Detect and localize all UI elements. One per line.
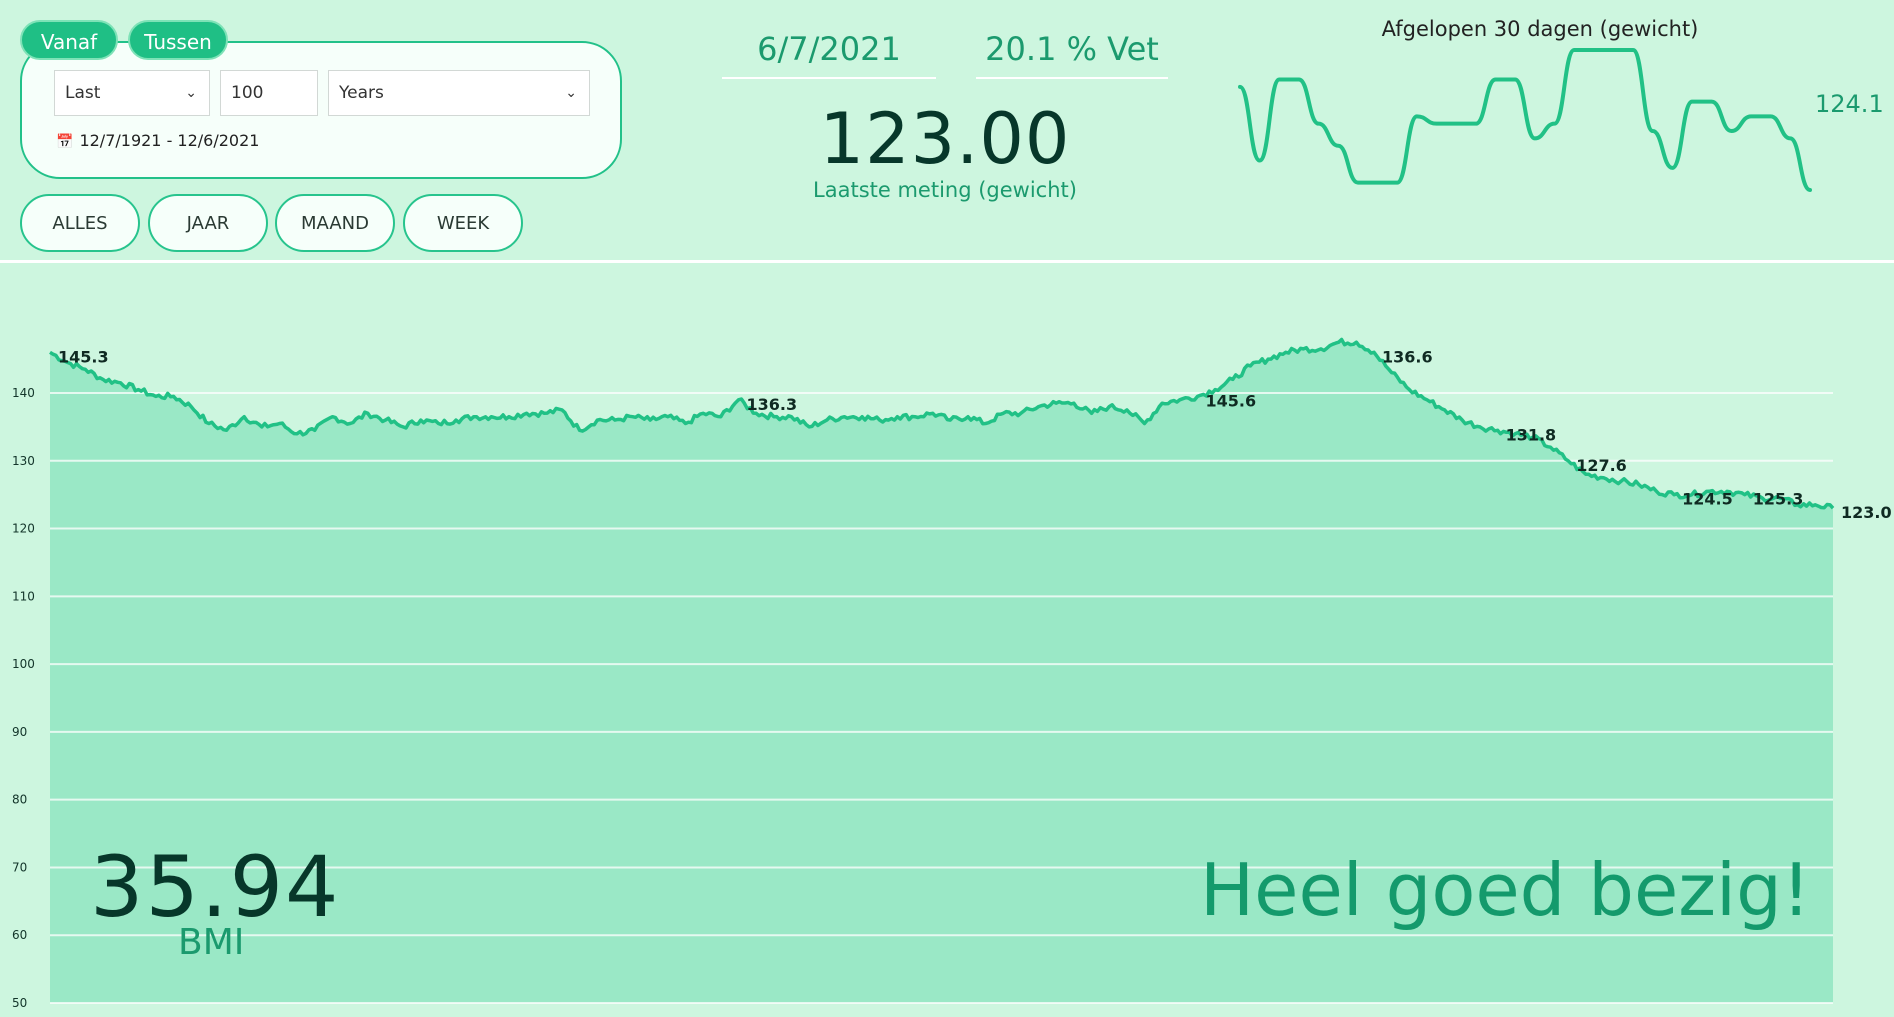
weight-line [49, 337, 1835, 510]
date-range-value: 12/7/1921 - 12/6/2021 [79, 131, 260, 150]
y-tick-label: 100 [12, 657, 35, 671]
range-button-maand[interactable]: MAAND [275, 194, 395, 252]
chevron-down-icon: ⌄ [565, 85, 577, 101]
latest-weight-value: 123.00 [819, 98, 1071, 180]
kpi-fat: 20.1 % Vet [985, 30, 1159, 68]
range-button-jaar[interactable]: JAAR [148, 194, 268, 252]
weight-area [50, 339, 1833, 1003]
y-tick-label: 80 [12, 793, 27, 807]
data-label: 127.6 [1576, 456, 1627, 475]
calendar-icon: 📅 [56, 134, 74, 150]
data-label: 125.3 [1753, 490, 1804, 509]
y-tick-label: 110 [12, 589, 35, 603]
mode-select-value: Last [65, 83, 101, 103]
amount-input[interactable]: 100 [220, 70, 318, 116]
unit-select-value: Years [339, 83, 384, 103]
unit-select[interactable]: Years ⌄ [328, 70, 590, 116]
data-label: 131.8 [1506, 425, 1557, 444]
bmi-value: 35.94 [90, 838, 341, 936]
sparkline-chart [1238, 48, 1812, 192]
y-tick-label: 90 [12, 725, 27, 739]
range-button-week[interactable]: WEEK [403, 194, 523, 252]
bmi-label: BMI [178, 922, 245, 963]
y-tick-label: 50 [12, 996, 27, 1010]
tab-tussen[interactable]: Tussen [128, 20, 228, 60]
data-label: 136.6 [1382, 347, 1433, 366]
weight-history-chart: 50 60 70 80 90 100 110 120 130 140 145.3 136.3 145.… [12, 337, 1892, 1010]
sparkline-last-value: 124.1 [1815, 90, 1884, 118]
data-label: 124.5 [1682, 490, 1733, 509]
data-label: 145.6 [1205, 391, 1256, 410]
motivation-message: Heel goed bezig! [1200, 848, 1811, 932]
y-tick-label: 140 [12, 386, 35, 400]
data-label: 136.3 [746, 395, 797, 414]
y-tick-label: 60 [12, 928, 27, 942]
mode-select[interactable]: Last ⌄ [54, 70, 210, 116]
y-tick-label: 120 [12, 522, 35, 536]
kpi-date: 6/7/2021 [757, 30, 901, 68]
sparkline-title: Afgelopen 30 dagen (gewicht) [1381, 17, 1699, 41]
date-range-text: 📅 12/7/1921 - 12/6/2021 [56, 131, 259, 150]
y-tick-label: 130 [12, 454, 35, 468]
kpi-date-underline [722, 77, 936, 79]
section-divider [0, 260, 1894, 263]
amount-input-value: 100 [231, 83, 264, 103]
kpi-fat-underline [976, 77, 1168, 79]
sparkline-line [1238, 48, 1812, 192]
latest-weight-caption: Laatste meting (gewicht) [813, 178, 1077, 202]
tab-vanaf[interactable]: Vanaf [20, 20, 118, 60]
data-label: 123.0 [1841, 503, 1892, 522]
range-button-alles[interactable]: ALLES [20, 194, 140, 252]
data-label: 145.3 [58, 347, 109, 366]
y-tick-label: 70 [12, 860, 27, 874]
chevron-down-icon: ⌄ [185, 85, 197, 101]
